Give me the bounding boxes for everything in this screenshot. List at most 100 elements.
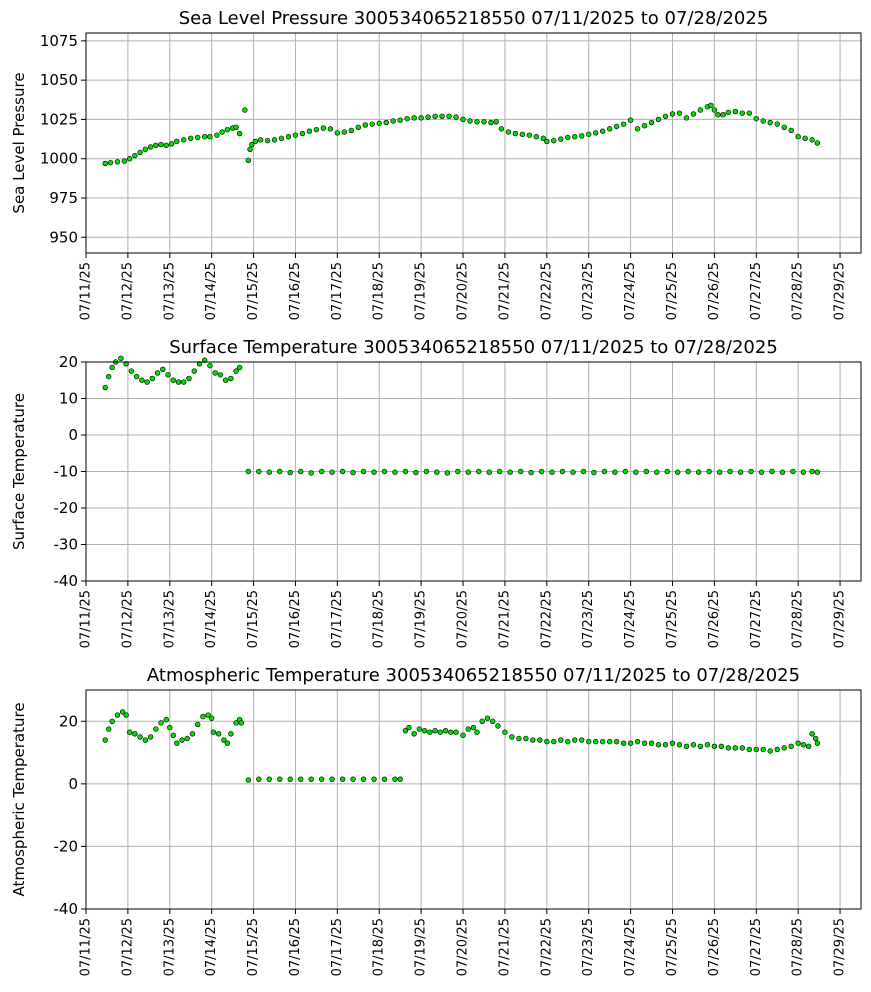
data-point (613, 123, 620, 130)
data-point (432, 727, 438, 734)
data-point (327, 126, 334, 132)
data-point (634, 738, 641, 745)
data-point (490, 718, 496, 724)
data-point (287, 469, 293, 476)
x-tick-label: 07/26/25 (707, 262, 722, 320)
data-point (444, 470, 451, 476)
data-point (488, 119, 494, 126)
x-tick-label: 07/19/25 (414, 590, 429, 648)
data-point (767, 119, 773, 126)
data-point (809, 731, 815, 737)
data-point (362, 122, 368, 128)
x-tick-label: 07/14/25 (204, 590, 219, 648)
data-point (662, 113, 669, 119)
x-tick-label: 07/12/25 (120, 918, 135, 976)
x-tick-label: 07/28/25 (791, 262, 806, 320)
data-point (271, 137, 278, 143)
data-point (516, 735, 522, 742)
data-point (675, 469, 681, 475)
data-point (222, 377, 229, 383)
x-tick-label: 07/16/25 (288, 918, 303, 976)
x-tick-label: 07/11/25 (79, 918, 94, 976)
data-point (256, 468, 262, 475)
data-point (748, 468, 754, 475)
data-point (144, 379, 150, 385)
data-point (339, 468, 346, 475)
x-tick-label: 07/22/25 (539, 262, 554, 320)
data-point (437, 729, 444, 735)
x-tick-label: 07/22/25 (539, 590, 554, 648)
data-point (105, 726, 112, 732)
data-point (308, 470, 314, 476)
data-point (392, 469, 398, 475)
data-point (109, 718, 115, 724)
data-point (402, 727, 409, 734)
data-point (427, 729, 433, 735)
data-point (664, 468, 670, 475)
data-point (252, 138, 259, 145)
data-point (814, 469, 821, 475)
x-tick-label: 07/27/25 (749, 590, 764, 648)
data-point (228, 375, 234, 382)
data-point (306, 128, 313, 134)
data-point (814, 140, 821, 146)
data-point (404, 115, 410, 122)
x-tick-label: 07/21/25 (497, 590, 512, 648)
data-point (662, 742, 669, 748)
data-point (297, 776, 304, 782)
data-point (233, 124, 239, 130)
x-tick-label: 07/13/25 (162, 918, 177, 976)
x-tick-label: 07/12/25 (120, 262, 135, 320)
data-point (360, 468, 367, 475)
y-tick-label: 1025 (40, 110, 78, 128)
data-point (208, 715, 215, 721)
data-point (790, 468, 796, 475)
data-point (196, 361, 203, 367)
data-point (669, 740, 676, 746)
x-tick-label: 07/26/25 (707, 918, 722, 976)
data-point (507, 469, 513, 475)
data-point (612, 469, 618, 475)
data-point (579, 737, 585, 743)
data-point (207, 362, 213, 369)
data-point (102, 160, 108, 167)
x-tick-label: 07/17/25 (330, 590, 345, 648)
x-tick-label: 07/29/25 (833, 590, 848, 648)
x-tick-label: 07/29/25 (833, 918, 848, 976)
data-point (318, 776, 325, 782)
x-tick-label: 07/19/25 (414, 262, 429, 320)
data-point (788, 743, 794, 750)
y-tick-label: 950 (49, 228, 78, 246)
data-point (695, 469, 702, 475)
data-point (465, 726, 471, 732)
data-point (572, 134, 578, 140)
data-point (479, 718, 485, 724)
data-point (371, 469, 377, 475)
y-tick-label: 10 (59, 390, 78, 408)
data-point (683, 743, 690, 750)
data-point (476, 468, 482, 475)
data-point (676, 110, 683, 116)
data-point (423, 468, 430, 475)
data-point (181, 137, 187, 143)
data-point (158, 141, 164, 148)
data-point (163, 717, 169, 723)
data-point (551, 137, 557, 144)
data-point (711, 743, 718, 750)
x-tick-label: 07/22/25 (539, 918, 554, 976)
data-point (256, 776, 262, 782)
data-point (392, 776, 398, 782)
data-point (484, 715, 491, 721)
data-point (181, 379, 187, 385)
series-points (102, 102, 821, 167)
data-point (369, 121, 375, 127)
x-tick-label: 07/24/25 (623, 262, 638, 320)
data-point (434, 469, 440, 475)
data-point (467, 118, 473, 124)
data-point (732, 108, 739, 115)
data-point (690, 111, 697, 117)
data-point (533, 134, 540, 140)
data-point (606, 738, 613, 745)
data-point (233, 720, 239, 726)
data-point (334, 130, 341, 136)
